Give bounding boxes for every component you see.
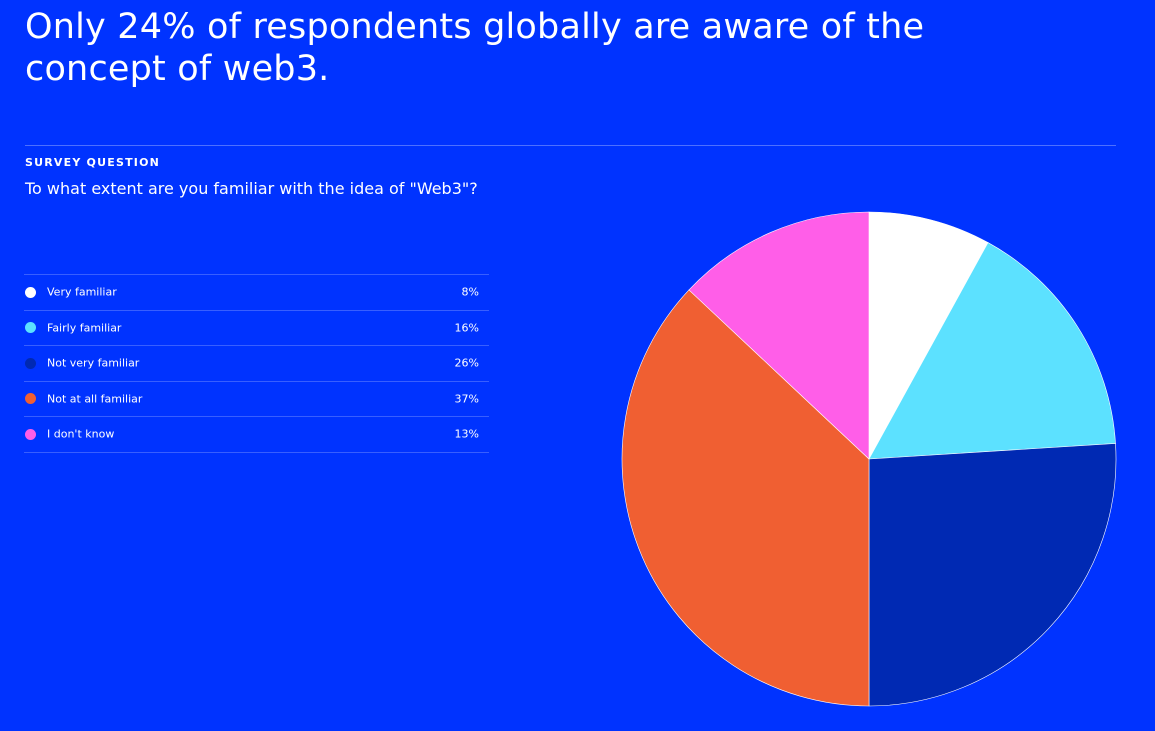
- pie-slice-not-at-all-familiar: [621, 289, 870, 707]
- page-title-line-2: concept of web3.: [25, 49, 330, 89]
- legend-value-very-familiar: 8%: [461, 285, 479, 299]
- legend-label-not-very-familiar: Not very familiar: [47, 356, 140, 370]
- survey-question-text: To what extent are you familiar with the…: [25, 179, 478, 198]
- pie-slice-fairly-familiar: [868, 242, 1116, 460]
- legend-label-very-familiar: Very familiar: [47, 285, 117, 299]
- pie-slice-not-very-familiar: [868, 443, 1117, 707]
- legend-value-not-at-all-familiar: 37%: [454, 392, 479, 406]
- legend-swatch-not-at-all-familiar: [25, 393, 36, 405]
- chart-legend: Very familiar 8% Fairly familiar 16% Not ver…: [24, 274, 489, 453]
- legend-item-fairly-familiar: Fairly familiar 16%: [24, 311, 489, 346]
- legend-item-not-at-all-familiar: Not at all familiar 37%: [24, 382, 489, 417]
- legend-item-i-don-t-know: I don't know 13%: [24, 417, 489, 453]
- legend-item-very-familiar: Very familiar 8%: [24, 275, 489, 311]
- legend-label-i-don-t-know: I don't know: [47, 427, 115, 441]
- section-divider: [25, 145, 1116, 146]
- page-title-line-1: Only 24% of respondents globally are awa…: [25, 7, 925, 47]
- legend-label-fairly-familiar: Fairly familiar: [47, 321, 122, 335]
- page-title: Only 24% of respondents globally are awa…: [25, 6, 925, 90]
- survey-question-label: SURVEY QUESTION: [25, 156, 161, 169]
- legend-swatch-very-familiar: [25, 286, 36, 298]
- pie-chart: [620, 210, 1118, 708]
- legend-item-not-very-familiar: Not very familiar 26%: [24, 346, 489, 382]
- legend-value-fairly-familiar: 16%: [454, 321, 479, 335]
- legend-swatch-i-don-t-know: [25, 428, 36, 440]
- legend-value-i-don-t-know: 13%: [454, 427, 479, 441]
- pie-slice-very-familiar: [868, 211, 989, 460]
- legend-swatch-fairly-familiar: [25, 322, 36, 334]
- pie-chart-svg: [621, 211, 1117, 707]
- pie-slice-i-don-t-know: [688, 211, 870, 460]
- legend-value-not-very-familiar: 26%: [454, 356, 479, 370]
- legend-swatch-not-very-familiar: [25, 357, 36, 369]
- legend-label-not-at-all-familiar: Not at all familiar: [47, 392, 143, 406]
